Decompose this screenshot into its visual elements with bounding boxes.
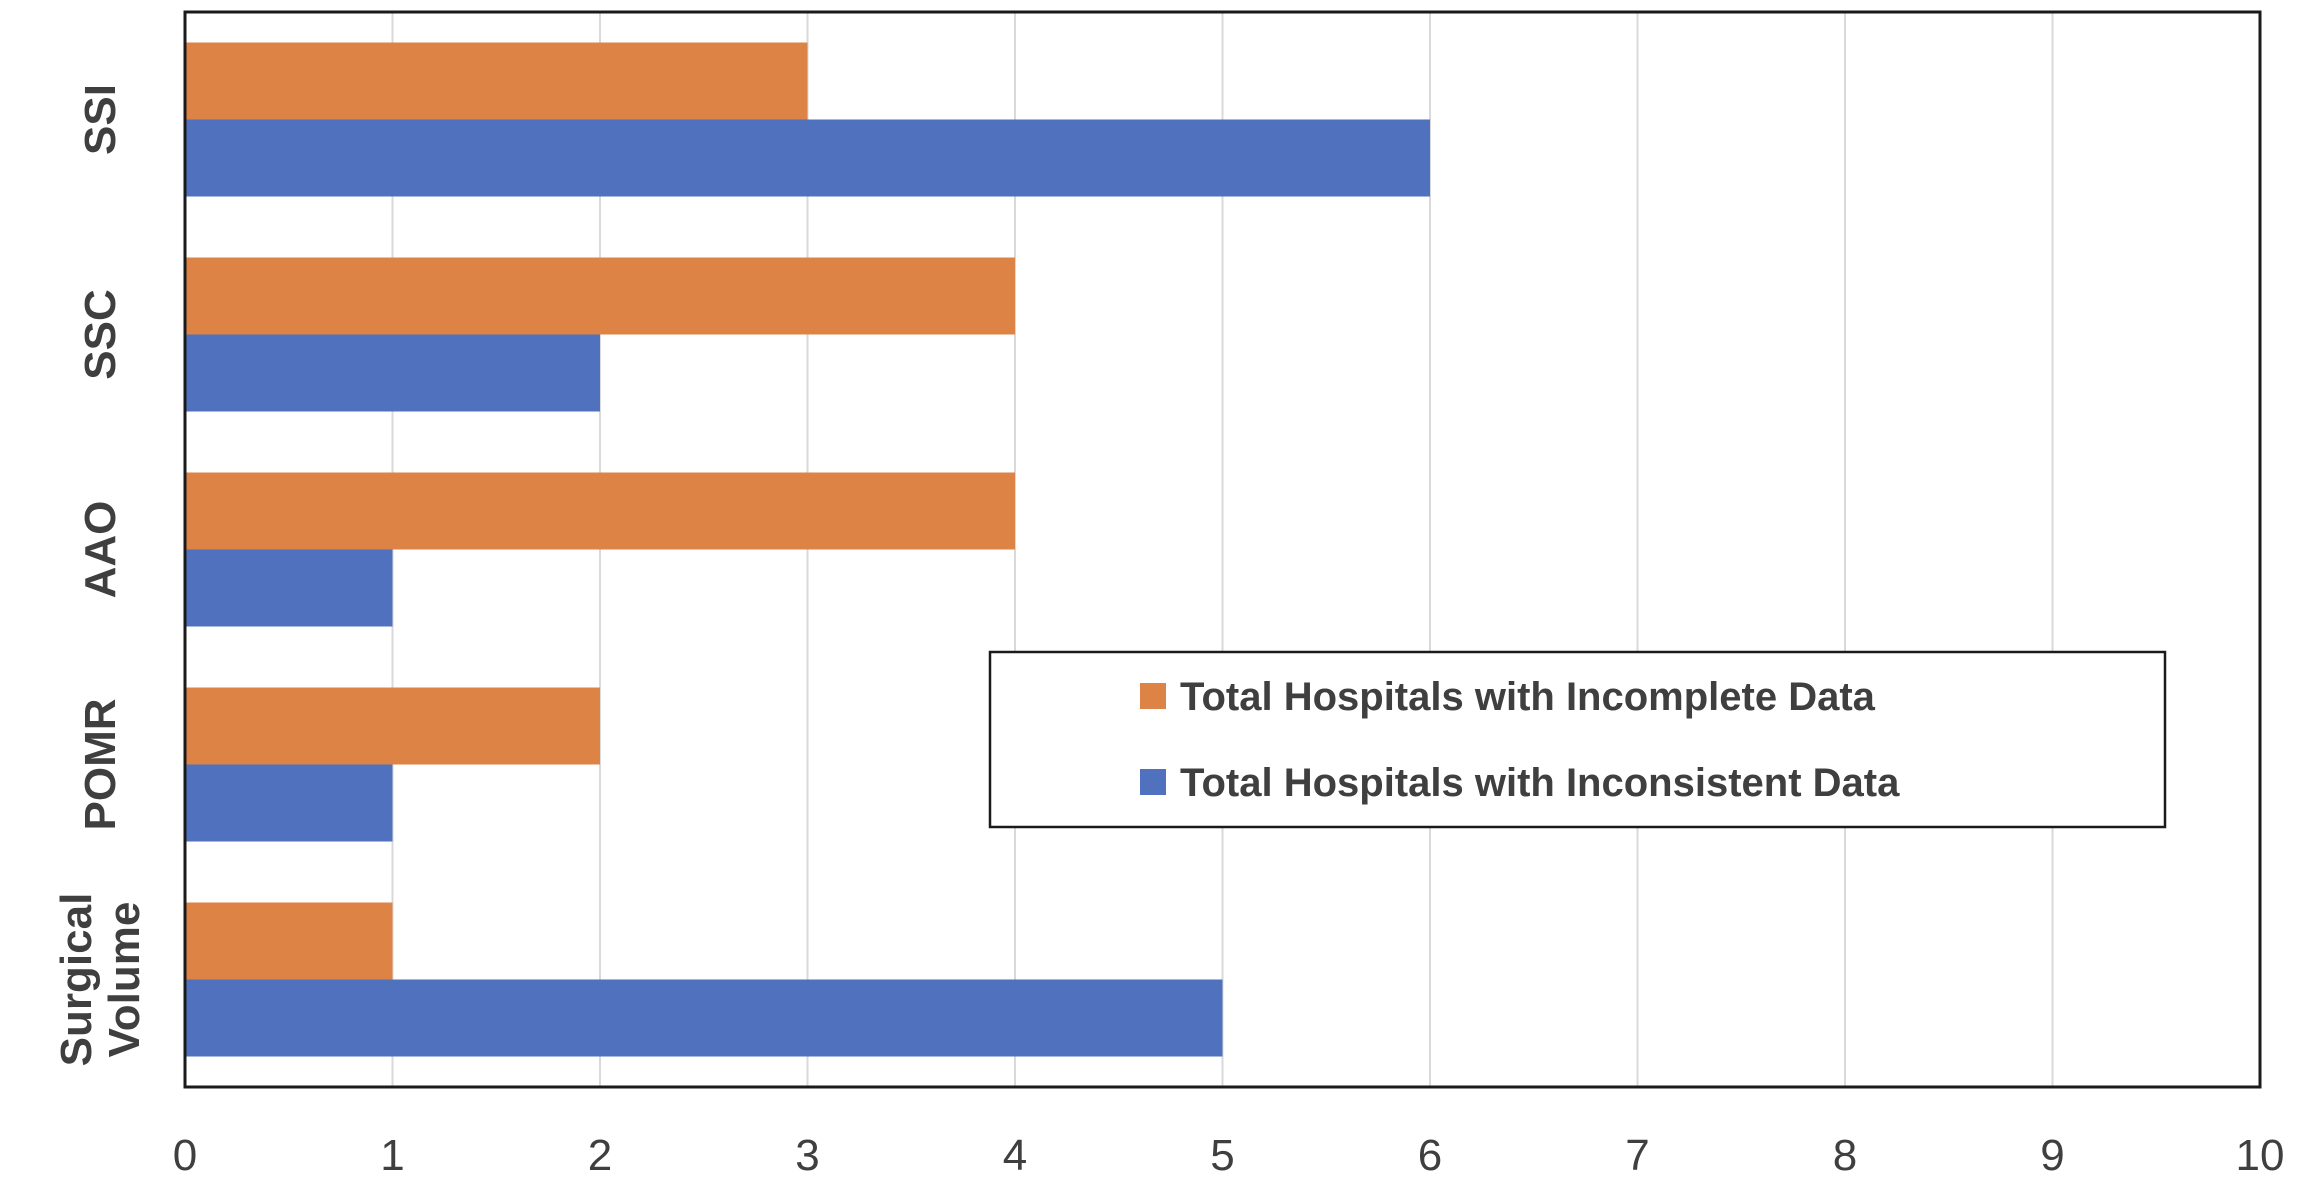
x-tick-label: 8 <box>1833 1131 1857 1180</box>
category-label-line: SSI <box>76 84 125 155</box>
bar <box>185 549 393 627</box>
category-label-line: AAO <box>76 501 125 599</box>
x-axis-ticks: 0 1 2 3 4 5 6 7 8 9 10 <box>173 1131 2285 1180</box>
bar <box>185 764 393 842</box>
bar <box>185 334 600 412</box>
bar <box>185 687 600 765</box>
category-label-line: SSC <box>76 289 125 379</box>
x-tick-label: 0 <box>173 1131 197 1180</box>
category-label-line: POMR <box>76 699 125 831</box>
x-tick-label: 6 <box>1418 1131 1442 1180</box>
plot-frame <box>183 10 2262 1089</box>
x-tick-label: 7 <box>1625 1131 1649 1180</box>
bar <box>185 257 1015 335</box>
legend: Total Hospitals with Incomplete Data Tota… <box>988 650 2167 829</box>
category-label: AAO <box>76 501 125 599</box>
category-label-line: Surgical <box>52 893 101 1067</box>
category-label: SSI <box>76 84 125 155</box>
x-tick-label: 10 <box>2236 1131 2285 1180</box>
category-label-line: Volume <box>100 902 149 1058</box>
category-label: SSC <box>76 289 125 379</box>
category-label: POMR <box>76 699 125 831</box>
bar <box>185 472 1015 550</box>
x-tick-label: 1 <box>380 1131 404 1180</box>
bars <box>185 42 1430 1057</box>
bar <box>185 42 808 120</box>
legend-swatch <box>1140 769 1166 795</box>
x-tick-label: 9 <box>2040 1131 2064 1180</box>
bar <box>185 902 393 980</box>
bar <box>185 979 1223 1057</box>
legend-box <box>988 650 2167 829</box>
legend-swatch <box>1140 683 1166 709</box>
x-tick-label: 5 <box>1210 1131 1234 1180</box>
x-tick-label: 4 <box>1003 1131 1027 1180</box>
x-tick-label: 2 <box>588 1131 612 1180</box>
legend-label: Total Hospitals with Inconsistent Data <box>1180 761 1900 805</box>
y-axis-categories: SSI SSC AAO POMR Surgical Volume <box>52 84 149 1066</box>
x-tick-label: 3 <box>795 1131 819 1180</box>
legend-label: Total Hospitals with Incomplete Data <box>1180 675 1876 719</box>
category-label: Surgical Volume <box>52 893 149 1067</box>
bar <box>185 119 1430 197</box>
